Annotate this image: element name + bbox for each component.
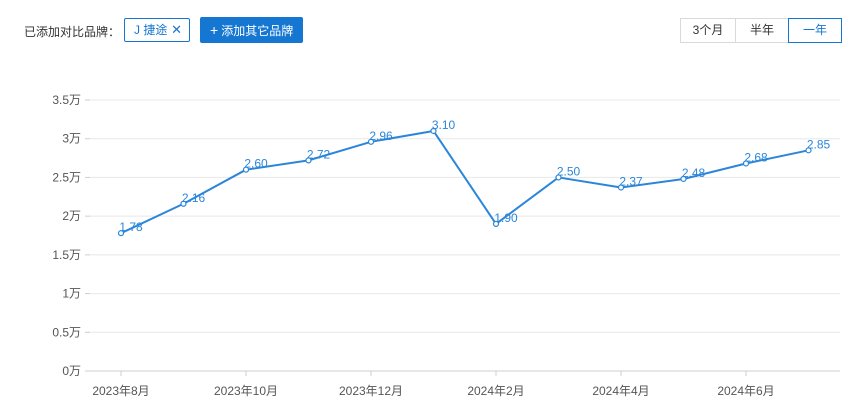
data-point (742, 160, 750, 167)
toolbar: 已添加对比品牌： J 捷途 ✕ + 添加其它品牌 3个月 半年 一年 (0, 0, 867, 60)
data-label: 3.10 (432, 118, 456, 132)
data-label: 2.96 (369, 129, 393, 143)
series-line (120, 129, 809, 235)
data-point (117, 230, 125, 237)
data-point (242, 166, 250, 173)
data-label: 1.90 (494, 211, 518, 225)
data-point (180, 200, 187, 207)
add-brand-button[interactable]: + 添加其它品牌 (200, 17, 303, 43)
data-point (492, 220, 500, 227)
y-tick-label: 0.5万 (52, 325, 81, 339)
x-tick-label: 2024年2月 (467, 384, 524, 398)
data-point (305, 157, 312, 164)
data-label: 2.60 (244, 157, 268, 171)
data-point (680, 175, 687, 183)
x-tick-label: 2024年6月 (717, 384, 774, 398)
data-label: 2.50 (557, 164, 581, 178)
time-range-toggle: 3个月 半年 一年 (680, 18, 842, 43)
plus-icon: + (210, 22, 219, 38)
data-label: 2.16 (182, 191, 206, 205)
y-tick-label: 2.5万 (52, 170, 81, 184)
add-brand-label: 添加其它品牌 (221, 24, 294, 38)
x-tick-label: 2024年4月 (592, 384, 649, 398)
data-point (805, 147, 812, 154)
sales-chart: 0万 0.5万 1万 1.5万 2万 2.5万 3万 3.5万 2023年8月 2023年10月 2… (0, 60, 867, 415)
y-tick-label: 1.5万 (52, 248, 81, 262)
data-label: 2.85 (807, 137, 831, 151)
data-label: 2.68 (744, 150, 768, 164)
close-icon[interactable]: ✕ (171, 22, 182, 37)
x-tick-label: 2023年8月 (92, 384, 149, 398)
added-brands-label: 已添加对比品牌： (24, 25, 121, 39)
y-tick-label: 0万 (62, 364, 81, 378)
y-tick-label: 3.5万 (52, 93, 81, 107)
x-tick-label: 2023年10月 (214, 384, 278, 398)
range-3-months-button[interactable]: 3个月 (680, 18, 736, 43)
range-half-year-button[interactable]: 半年 (735, 18, 789, 43)
data-point (555, 174, 562, 181)
y-tick-label: 2万 (62, 209, 81, 223)
brand-chip-jetour[interactable]: J 捷途 ✕ (124, 18, 190, 42)
brand-chip-label: J 捷途 (134, 23, 168, 37)
data-label: 2.48 (682, 166, 706, 180)
y-tick-label: 3万 (62, 132, 81, 146)
data-point (367, 138, 375, 145)
data-label: 2.72 (307, 147, 331, 161)
y-tick-label: 1万 (62, 287, 81, 301)
data-point (430, 127, 437, 135)
data-label: 1.78 (119, 220, 143, 234)
data-point (617, 184, 625, 191)
line-chart: 0万 0.5万 1万 1.5万 2万 2.5万 3万 3.5万 2023年8月 2023年10月 2… (52, 93, 840, 398)
data-label: 2.37 (619, 174, 643, 188)
range-one-year-button[interactable]: 一年 (788, 18, 842, 43)
x-tick-label: 2023年12月 (339, 384, 403, 398)
